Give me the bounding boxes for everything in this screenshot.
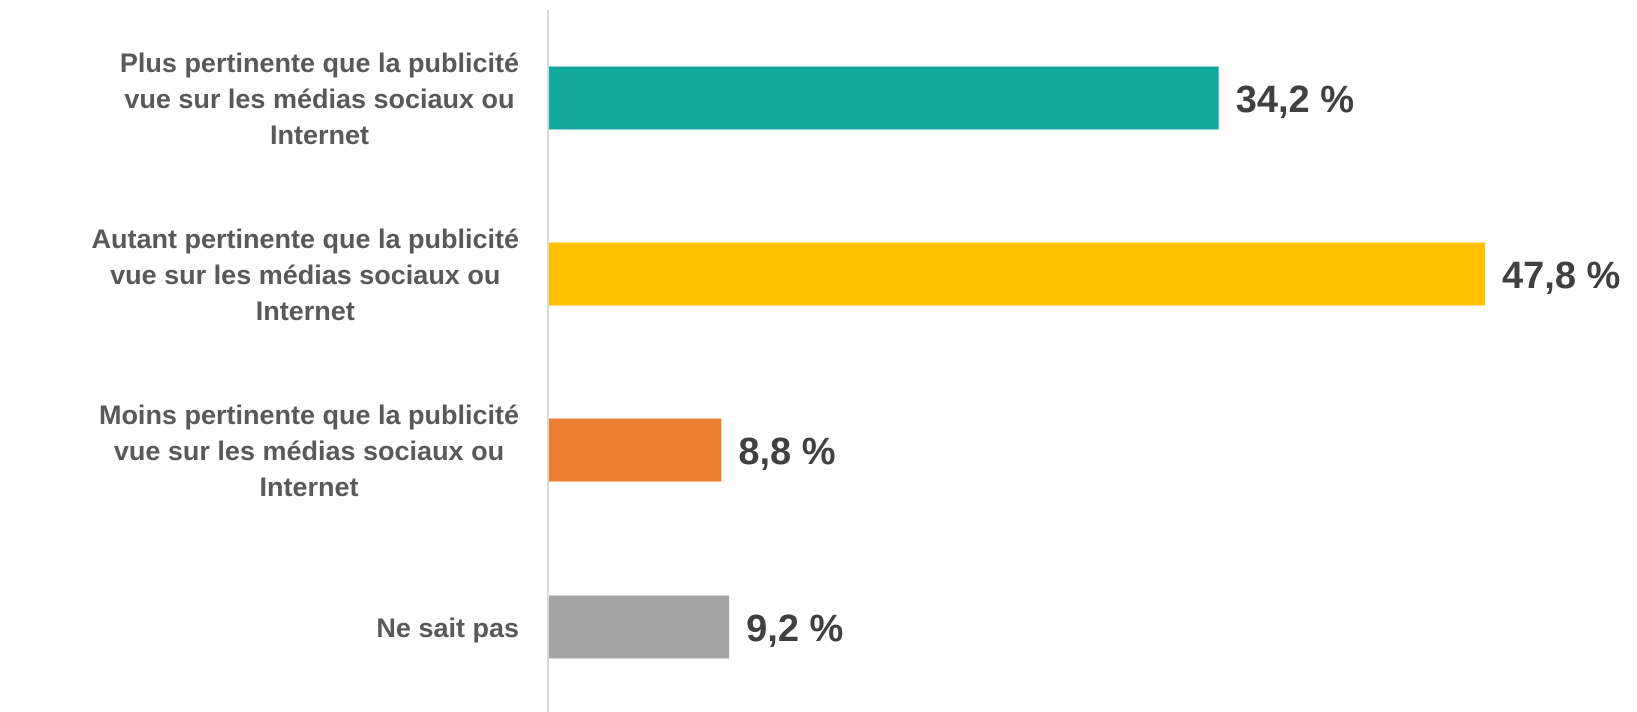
category-label-line: Moins pertinente que la publicité: [99, 400, 519, 430]
category-label-1: Plus pertinente que la publicité vue sur …: [120, 48, 519, 150]
labels-group: 34,2 % Plus pertinente que la publicité vu…: [91, 48, 1620, 650]
bar-3: [549, 418, 722, 482]
category-label-line: Internet: [270, 120, 369, 150]
category-label-line: Plus pertinente que la publicité: [120, 48, 519, 78]
category-label-line: Internet: [256, 296, 355, 326]
bar-1: [549, 66, 1219, 130]
category-label-line: vue sur les médias sociaux ou: [110, 260, 500, 290]
category-label-line: Ne sait pas: [376, 613, 519, 643]
category-label-line: Internet: [259, 472, 358, 502]
category-label-line: vue sur les médias sociaux ou: [124, 84, 514, 114]
value-label-4: 9,2 %: [746, 608, 843, 650]
category-label-line: vue sur les médias sociaux ou: [114, 436, 504, 466]
category-label-3: Moins pertinente que la publicité vue sur…: [99, 400, 519, 502]
value-label-1: 34,2 %: [1236, 79, 1354, 121]
bar-4: [549, 595, 730, 659]
bar-2: [549, 242, 1485, 306]
category-label-4: Ne sait pas: [376, 613, 519, 643]
value-label-3: 8,8 %: [738, 431, 835, 473]
bars-group: [549, 66, 1485, 659]
category-label-2: Autant pertinente que la publicité vue su…: [91, 224, 519, 326]
category-label-line: Autant pertinente que la publicité: [91, 224, 519, 254]
value-label-2: 47,8 %: [1502, 255, 1620, 297]
